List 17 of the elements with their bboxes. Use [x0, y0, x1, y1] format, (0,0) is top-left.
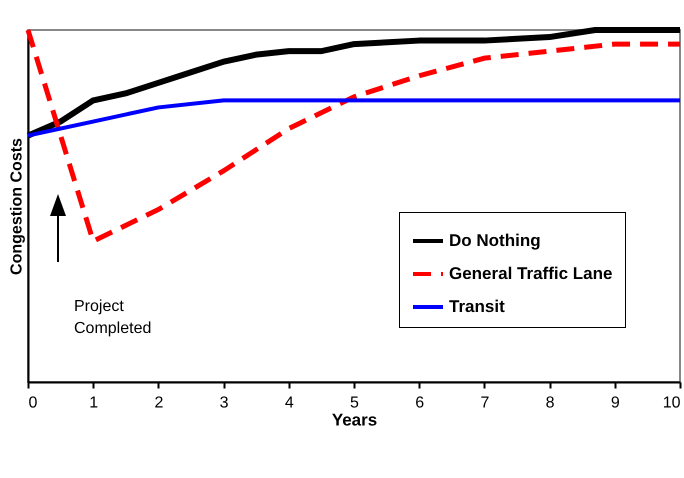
y-axis-title: Congestion Costs	[8, 138, 26, 275]
x-tick-label: 4	[284, 394, 294, 412]
legend-label: General Traffic Lane	[449, 264, 612, 283]
x-tick-label: 0	[28, 394, 38, 412]
x-tick-label: 1	[89, 394, 98, 412]
x-tick-label: 5	[350, 394, 360, 412]
x-axis-title: Years	[332, 410, 378, 430]
x-tick-label: 2	[154, 394, 164, 412]
x-tick-label: 7	[480, 394, 490, 412]
x-tick-label: 9	[610, 394, 620, 412]
legend-label: Do Nothing	[449, 231, 541, 250]
x-tick-label: 6	[415, 394, 424, 412]
x-tick-label: 8	[546, 394, 555, 412]
annotation: Project Completed	[74, 298, 152, 337]
x-tick-label: 10	[662, 394, 681, 412]
legend-label: Transit	[449, 297, 506, 316]
x-tick-label: 3	[220, 394, 229, 412]
